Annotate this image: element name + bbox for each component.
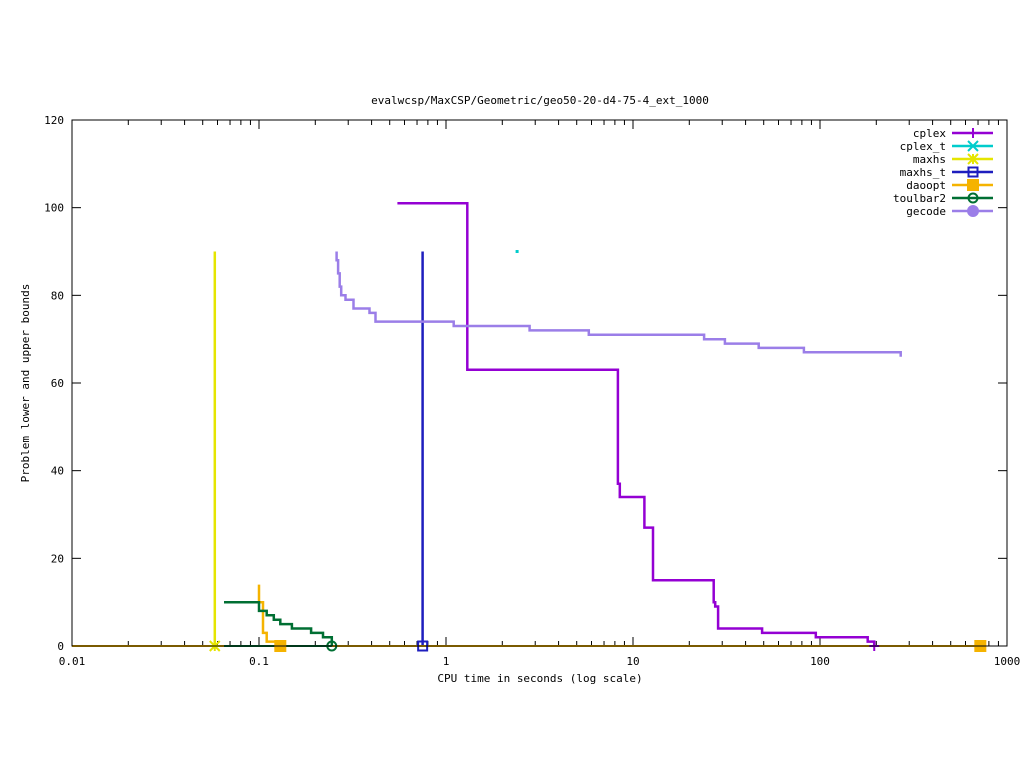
legend-label: toulbar2 [893, 192, 946, 205]
gecode-upper-bound-line [335, 251, 902, 357]
x-tick-label: 1000 [994, 655, 1021, 668]
square-marker [967, 166, 979, 178]
x-marker [967, 140, 979, 152]
plus-marker [968, 128, 978, 138]
legend-label: cplex_t [900, 140, 946, 153]
chart-title: evalwcsp/MaxCSP/Geometric/geo50-20-d4-75… [371, 94, 709, 107]
x-tick-label: 100 [810, 655, 830, 668]
y-tick-label: 100 [44, 202, 64, 215]
y-tick-label: 40 [51, 465, 64, 478]
toulbar2-upper-bound-line [224, 600, 334, 646]
legend-label: maxhs_t [900, 166, 946, 179]
legend: cplexcplex_tmaxhsmaxhs_tdaoopttoulbar2ge… [893, 127, 993, 218]
x-tick-label: 0.01 [59, 655, 86, 668]
star-marker [967, 153, 979, 165]
filled-square-marker [967, 179, 979, 191]
axis-ticks [71, 119, 1008, 647]
plot-frame [71, 119, 1008, 647]
x-axis-label: CPU time in seconds (log scale) [437, 672, 642, 685]
cplex-upper-bound-line [397, 202, 876, 646]
y-tick-label: 60 [51, 377, 64, 390]
filled-circle-marker [967, 205, 979, 217]
cplex_t-point [515, 250, 519, 253]
legend-label: gecode [906, 205, 946, 218]
y-tick-label: 80 [51, 289, 64, 302]
y-tick-label: 20 [51, 552, 64, 565]
circle-marker [967, 192, 979, 204]
legend-label: daoopt [906, 179, 946, 192]
x-tick-label: 1 [443, 655, 450, 668]
series-lines [72, 202, 981, 647]
legend-label: maxhs [913, 153, 946, 166]
axis-tick-labels: 0.01 0.1 1 10 100 1000 0 20 40 60 80 100 120 [44, 114, 1020, 668]
x-tick-label: 0.1 [249, 655, 269, 668]
y-axis-label: Problem lower and upper bounds [19, 284, 32, 483]
x-tick-label: 10 [626, 655, 639, 668]
y-tick-label: 0 [57, 640, 64, 653]
legend-label: cplex [913, 127, 946, 140]
y-tick-label: 120 [44, 114, 64, 127]
